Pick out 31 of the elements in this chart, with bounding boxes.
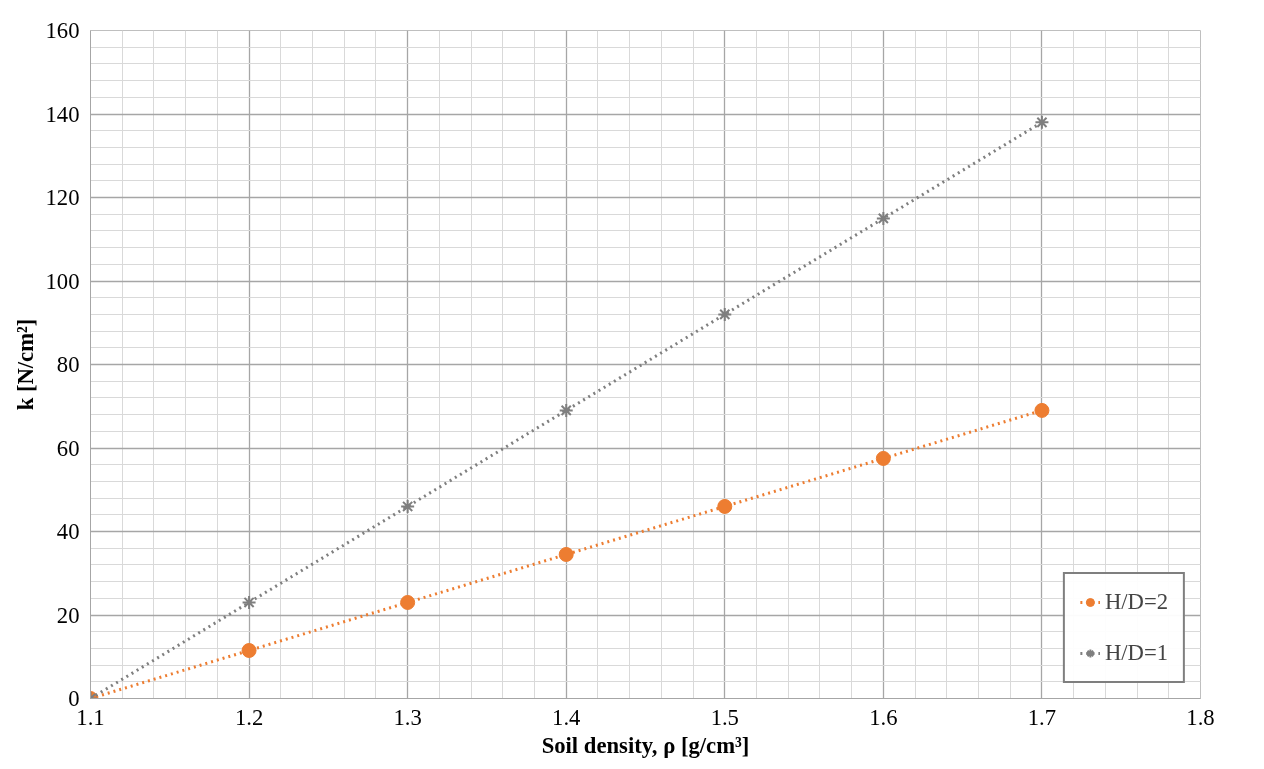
point bbox=[717, 498, 733, 514]
point bbox=[558, 546, 574, 562]
y-tick-label: 120 bbox=[45, 185, 80, 210]
point bbox=[875, 210, 891, 226]
y-tick-label: 100 bbox=[45, 268, 80, 294]
x-tick-label: 1.4 bbox=[552, 704, 581, 730]
point bbox=[1034, 114, 1050, 130]
y-tick-label: 80 bbox=[56, 352, 80, 377]
y-axis-title: k [N/cm²] bbox=[12, 318, 38, 411]
legend-label: H/D=1 bbox=[1104, 640, 1168, 666]
point bbox=[400, 594, 416, 610]
y-tick-label: 60 bbox=[56, 435, 80, 461]
x-tick-label: 1.7 bbox=[1027, 704, 1057, 730]
x-tick-label: 1.3 bbox=[393, 704, 422, 730]
point bbox=[400, 498, 416, 514]
x-tick-label: 1.2 bbox=[234, 704, 264, 730]
x-tick-label: 1.5 bbox=[710, 704, 739, 730]
y-tick-label: 20 bbox=[56, 602, 80, 628]
x-axis-title: Soil density, ρ [g/cm³] bbox=[541, 732, 750, 758]
point bbox=[241, 594, 257, 610]
legend-label: H/D=2 bbox=[1104, 589, 1168, 615]
point bbox=[1034, 402, 1050, 418]
y-tick-label: 160 bbox=[45, 18, 80, 43]
point bbox=[241, 643, 257, 658]
point bbox=[717, 306, 733, 322]
x-tick-label: 1.6 bbox=[869, 704, 898, 730]
point bbox=[875, 450, 891, 466]
x-tick-label: 1.8 bbox=[1186, 704, 1215, 730]
y-tick-label: 140 bbox=[45, 101, 80, 127]
point bbox=[558, 402, 574, 418]
y-tick-label: 40 bbox=[56, 519, 80, 544]
